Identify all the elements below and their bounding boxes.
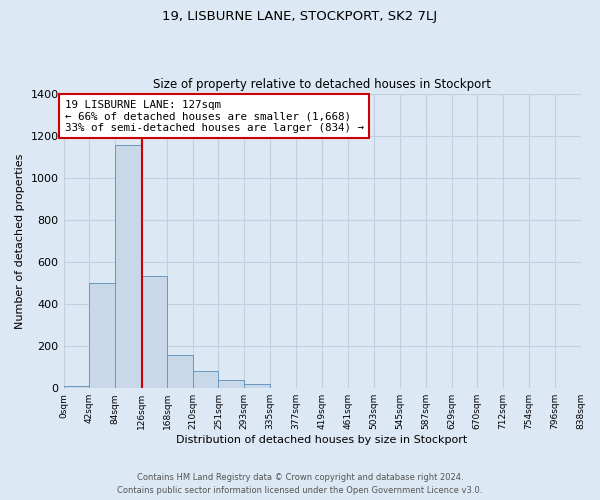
Bar <box>64 386 89 388</box>
Bar <box>141 276 167 388</box>
Bar <box>244 384 270 388</box>
Bar <box>89 283 115 388</box>
Bar <box>167 354 193 388</box>
Y-axis label: Number of detached properties: Number of detached properties <box>15 153 25 328</box>
Bar <box>193 371 218 388</box>
X-axis label: Distribution of detached houses by size in Stockport: Distribution of detached houses by size … <box>176 435 467 445</box>
Bar <box>115 145 141 388</box>
Bar <box>218 380 244 388</box>
Text: 19, LISBURNE LANE, STOCKPORT, SK2 7LJ: 19, LISBURNE LANE, STOCKPORT, SK2 7LJ <box>163 10 437 23</box>
Title: Size of property relative to detached houses in Stockport: Size of property relative to detached ho… <box>153 78 491 91</box>
Text: 19 LISBURNE LANE: 127sqm
← 66% of detached houses are smaller (1,668)
33% of sem: 19 LISBURNE LANE: 127sqm ← 66% of detach… <box>65 100 364 133</box>
Text: Contains HM Land Registry data © Crown copyright and database right 2024.
Contai: Contains HM Land Registry data © Crown c… <box>118 474 482 495</box>
